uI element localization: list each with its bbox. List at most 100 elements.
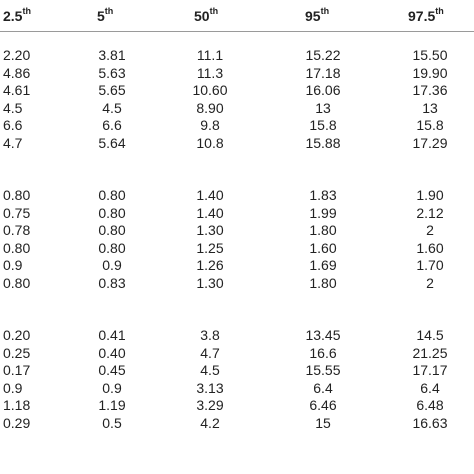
table-cell: 1.80 [309, 222, 337, 239]
header-percentile-2-5: 2.5th [3, 6, 31, 24]
table-cell: 0.80 [98, 187, 126, 203]
table-cell: 4.86 [3, 64, 31, 81]
table-cell: 11.3 [196, 64, 224, 81]
table-cell: 6.48 [416, 397, 444, 414]
table-cell: 13 [422, 99, 438, 116]
table-cell: 6.4 [420, 379, 440, 396]
table-cell: 1.70 [416, 257, 444, 274]
table-cell: 0.5 [102, 415, 122, 431]
table-row: 4.5 4.5 8.90 13 13 [0, 99, 474, 117]
table-cell: 16.6 [309, 344, 337, 361]
table-cell: 4.5 [3, 99, 23, 116]
table-cell: 15.55 [305, 362, 341, 379]
table-cell: 2.20 [3, 47, 31, 63]
table-cell: 2 [426, 275, 434, 291]
table-cell: 15.8 [309, 117, 337, 134]
table-cell: 0.40 [98, 344, 126, 361]
table-cell: 10.8 [196, 135, 224, 151]
table-cell: 1.80 [309, 275, 337, 291]
table-cell: 4.7 [200, 344, 220, 361]
table-cell: 11.1 [196, 47, 224, 63]
table-cell: 15.50 [412, 47, 448, 63]
table-cell: 0.45 [98, 362, 126, 379]
table-cell: 0.80 [98, 222, 126, 239]
table-cell: 15.88 [305, 135, 341, 151]
table-cell: 16.63 [412, 415, 448, 431]
table-row: 6.6 6.6 9.8 15.8 15.8 [0, 116, 474, 134]
table-row: 0.29 0.5 4.2 15 16.63 [0, 414, 474, 432]
table-row: 4.86 5.63 11.3 17.18 19.90 [0, 64, 474, 82]
table-row: 4.61 5.65 10.60 16.06 17.36 [0, 81, 474, 99]
table-cell: 0.9 [102, 257, 122, 274]
table-cell: 1.30 [196, 275, 224, 291]
table-row: 0.80 0.80 1.25 1.60 1.60 [0, 239, 474, 257]
table-cell: 0.80 [3, 187, 31, 203]
table-row: 0.9 0.9 1.26 1.69 1.70 [0, 256, 474, 274]
header-percentile-95: 95th [305, 6, 330, 24]
table-cell: 0.20 [3, 327, 31, 343]
table-row: 0.78 0.80 1.30 1.80 2 [0, 221, 474, 239]
table-cell: 10.60 [192, 82, 228, 99]
table-row: 0.9 0.9 3.13 6.4 6.4 [0, 379, 474, 397]
table-cell: 2.12 [416, 204, 444, 221]
table-cell: 17.17 [412, 362, 448, 379]
table-cell: 14.5 [416, 327, 444, 343]
table-cell: 4.5 [200, 362, 220, 379]
table-cell: 0.9 [3, 379, 23, 396]
table-cell: 0.80 [98, 204, 126, 221]
table-cell: 6.6 [3, 117, 23, 134]
table-cell: 0.80 [98, 239, 126, 256]
header-percentile-50: 50th [194, 6, 219, 24]
table-cell: 15.8 [416, 117, 444, 134]
table-cell: 17.36 [412, 82, 448, 99]
table-cell: 3.29 [196, 397, 224, 414]
table-cell: 0.83 [98, 275, 126, 291]
table-row: 0.17 0.45 4.5 15.55 17.17 [0, 361, 474, 379]
table-cell: 0.41 [98, 327, 126, 343]
table-cell: 0.9 [3, 257, 23, 274]
table-cell: 1.90 [416, 187, 444, 203]
table-cell: 3.81 [98, 47, 126, 63]
table-cell: 15 [315, 415, 331, 431]
table-cell: 17.29 [412, 135, 448, 151]
table-cell: 17.18 [305, 64, 341, 81]
table-cell: 0.78 [3, 222, 31, 239]
table-row: 0.75 0.80 1.40 1.99 2.12 [0, 204, 474, 222]
table-cell: 0.75 [3, 204, 31, 221]
table-cell: 1.40 [196, 204, 224, 221]
table-cell: 4.61 [3, 82, 31, 99]
table-cell: 1.26 [196, 257, 224, 274]
table-cell: 3.13 [196, 379, 224, 396]
table-cell: 6.46 [309, 397, 337, 414]
table-cell: 0.25 [3, 344, 31, 361]
table-cell: 13.45 [305, 327, 341, 343]
table-row: 2.20 3.81 11.1 15.22 15.50 [0, 46, 474, 64]
table-row: 0.20 0.41 3.8 13.45 14.5 [0, 326, 474, 344]
table-row: 4.7 5.64 10.8 15.88 17.29 [0, 134, 474, 152]
table-cell: 1.99 [309, 204, 337, 221]
table-cell: 4.7 [3, 135, 23, 151]
table-cell: 0.80 [3, 275, 31, 291]
table-cell: 4.2 [200, 415, 220, 431]
header-percentile-5: 5th [97, 6, 114, 24]
table-cell: 21.25 [412, 344, 448, 361]
table-cell: 1.18 [3, 397, 31, 414]
table-cell: 1.60 [416, 239, 444, 256]
table-cell: 0.17 [3, 362, 31, 379]
table-header: 2.5th 5th 50th 95th 97.5th [0, 0, 474, 32]
table-cell: 16.06 [305, 82, 341, 99]
table-cell: 1.19 [98, 397, 126, 414]
table-row: 0.80 0.80 1.40 1.83 1.90 [0, 186, 474, 204]
table-cell: 1.69 [309, 257, 337, 274]
table-cell: 4.5 [102, 99, 122, 116]
table-cell: 5.65 [98, 82, 126, 99]
table-row: 1.18 1.19 3.29 6.46 6.48 [0, 396, 474, 414]
table-cell: 1.60 [309, 239, 337, 256]
table-cell: 0.9 [102, 379, 122, 396]
table-cell: 3.8 [200, 327, 220, 343]
table-cell: 2 [426, 222, 434, 239]
table-cell: 6.4 [313, 379, 333, 396]
table-cell: 0.29 [3, 415, 31, 431]
table-cell: 8.90 [196, 99, 224, 116]
